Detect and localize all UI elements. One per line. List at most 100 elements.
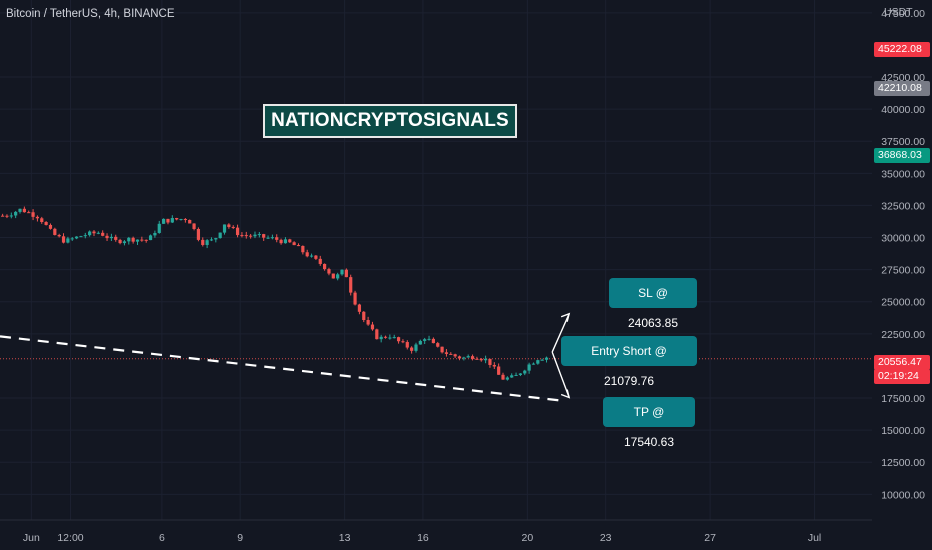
candle-up: [514, 374, 518, 376]
candle-up: [257, 234, 261, 236]
candle-up: [9, 215, 13, 217]
stop-loss-arrow-line: [551, 313, 570, 353]
candle-up: [222, 224, 227, 233]
candle-up: [209, 239, 214, 241]
candle-down: [101, 232, 105, 236]
price-badge-high: 45222.08: [874, 42, 930, 57]
candle-up: [127, 237, 131, 242]
price-tick-label: 25000.00: [881, 297, 925, 309]
candle-up: [544, 357, 549, 360]
candle-up: [536, 360, 540, 364]
candle-up: [218, 232, 222, 239]
candle-up: [109, 236, 113, 239]
entry-callout: Entry Short @ 21079.76: [561, 336, 697, 388]
candle-down: [44, 222, 48, 225]
price-tick-label: 35000.00: [881, 168, 925, 180]
candle-down: [436, 343, 440, 347]
time-tick-label: Jul: [808, 532, 821, 544]
candle-up: [309, 255, 314, 257]
candle-down: [357, 304, 362, 312]
candle-down: [323, 263, 327, 270]
candle-down: [305, 252, 309, 257]
candle-down: [488, 358, 492, 365]
price-tick-label: 15000.00: [881, 425, 925, 437]
candle-down: [366, 320, 370, 325]
time-tick-label: 27: [704, 532, 716, 544]
candle-up: [122, 241, 127, 244]
time-tick-label: Jun: [23, 532, 40, 544]
candle-down: [453, 354, 457, 357]
candle-down: [57, 234, 61, 237]
candle-down: [431, 338, 435, 344]
take-profit-callout: TP @ 17540.63: [603, 397, 695, 449]
candle-up: [484, 358, 488, 361]
candle-down: [275, 237, 279, 240]
candle-down: [5, 215, 9, 217]
candle-down: [292, 242, 296, 246]
candle-down: [249, 235, 253, 237]
candle-up: [379, 336, 383, 340]
time-tick-label: 20: [522, 532, 534, 544]
symbol-title[interactable]: Bitcoin / TetherUS, 4h, BINANCE: [6, 8, 175, 20]
candle-down: [344, 269, 348, 278]
time-tick-label: 23: [600, 532, 612, 544]
price-badge-mid: 42210.08: [874, 81, 930, 96]
candle-down: [118, 239, 122, 244]
candle-down: [35, 216, 40, 219]
candle-up: [462, 357, 466, 359]
candle-up: [418, 340, 422, 345]
price-tick-label: 30000.00: [881, 233, 925, 245]
candle-up: [283, 239, 288, 244]
candle-down: [61, 236, 66, 243]
candle-down: [166, 218, 170, 223]
trade-arrows: [551, 312, 571, 399]
candle-down: [501, 374, 505, 380]
time-axis[interactable]: Jun 12:00 6 9 13 16 20 23 27 Jul: [23, 532, 821, 544]
price-axis[interactable]: 47500.0042500.0040000.0037500.0035000.00…: [881, 8, 925, 501]
candle-up: [135, 239, 140, 242]
candle-down: [396, 337, 401, 342]
candle-up: [336, 274, 340, 279]
candle-down: [349, 277, 353, 293]
candle-down: [497, 366, 501, 375]
time-tick-label: 16: [417, 532, 429, 544]
candle-up: [531, 363, 536, 365]
candle-down: [40, 218, 44, 223]
candle-up: [18, 208, 22, 212]
candle-up: [266, 237, 270, 239]
candle-down: [240, 235, 244, 237]
axis-currency-label[interactable]: USDT: [884, 6, 913, 18]
candle-down: [53, 228, 57, 235]
candle-up: [70, 238, 74, 240]
candle-down: [314, 255, 318, 259]
candle-up: [157, 223, 161, 233]
take-profit-arrow-line: [551, 351, 570, 398]
candle-down: [401, 341, 405, 343]
candle-up: [88, 231, 92, 236]
candle-down: [244, 235, 248, 237]
candle-up: [179, 219, 183, 221]
candle-down: [231, 226, 235, 228]
stop-loss-arrow-head: [560, 312, 571, 322]
candle-up: [340, 269, 344, 275]
candle-up: [414, 344, 418, 351]
candle-up: [423, 339, 427, 341]
candle-down: [444, 352, 449, 354]
candle-down: [383, 336, 388, 338]
candle-down: [227, 224, 231, 227]
candle-up: [162, 218, 166, 224]
stop-loss-callout: SL @ 24063.85: [609, 278, 697, 330]
take-profit-arrow-head: [560, 389, 571, 399]
candle-up: [527, 364, 531, 371]
candle-up: [74, 236, 79, 239]
candle-down: [131, 237, 135, 242]
candle-down: [22, 208, 26, 213]
candle-up: [214, 238, 218, 240]
candle-down: [470, 356, 475, 359]
candle-down: [296, 245, 301, 247]
candle-down: [27, 212, 31, 214]
price-tick-label: 22500.00: [881, 329, 925, 341]
candles: [1, 206, 549, 381]
candle-up: [79, 236, 83, 238]
